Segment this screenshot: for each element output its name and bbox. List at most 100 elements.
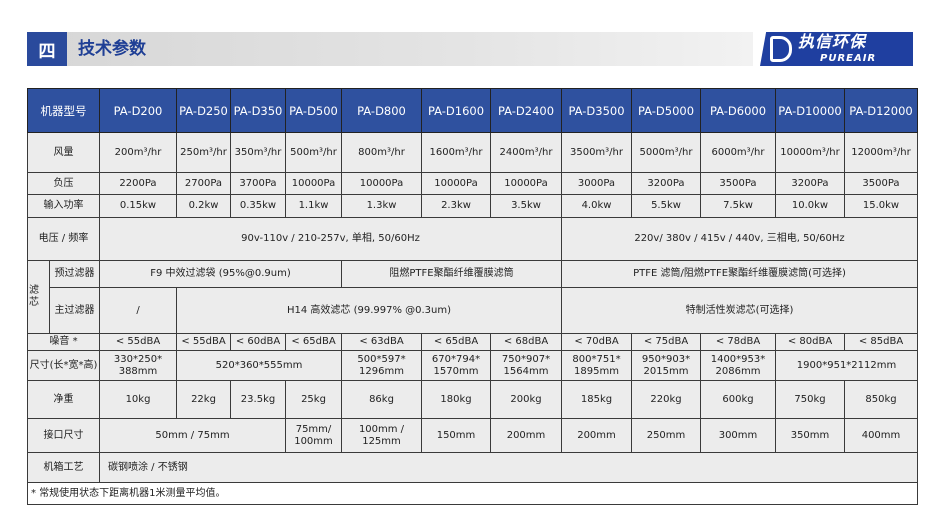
table-row: 尺寸(长*宽*高) 330*250* 388mm 520*360*555mm 500*… <box>27 350 918 381</box>
row-label: 风量 <box>27 132 100 173</box>
table-cell: 200m³/hr <box>99 132 177 173</box>
model-header: PA-D250 <box>176 88 231 133</box>
table-row: 噪音 * < 55dBA < 55dBA < 60dBA < 65dBA < 63dBA <… <box>27 333 918 351</box>
table-cell: 10000Pa <box>490 172 562 195</box>
table-cell: 15.0kw <box>844 194 918 218</box>
table-row: 接口尺寸 50mm / 75mm 75mm/ 100mm 100mm / 125mm 1… <box>27 418 918 453</box>
table-cell: 200kg <box>490 380 562 419</box>
table-cell: 25kg <box>285 380 342 419</box>
table-cell: 23.5kg <box>230 380 286 419</box>
model-header: PA-D10000 <box>775 88 845 133</box>
row-label: 主过滤器 <box>49 287 100 334</box>
header-label: 机器型号 <box>27 88 100 133</box>
table-cell: 220kg <box>631 380 701 419</box>
table-cell: 6000m³/hr <box>700 132 776 173</box>
table-cell: 200mm <box>490 418 562 453</box>
table-cell: 5.5kw <box>631 194 701 218</box>
table-cell: 750kg <box>775 380 845 419</box>
section-title: 技术参数 <box>78 39 146 59</box>
table-cell: < 60dBA <box>230 333 286 351</box>
table-header-row: 机器型号 PA-D200 PA-D250 PA-D350 PA-D500 PA-D800 P… <box>27 88 918 133</box>
table-cell: 850kg <box>844 380 918 419</box>
table-cell: 阻燃PTFE聚酯纤维覆膜滤筒 <box>341 260 562 288</box>
table-cell: / <box>99 287 177 334</box>
table-cell: 75mm/ 100mm <box>285 418 342 453</box>
section-title-bar <box>27 32 753 66</box>
table-cell: 520*360*555mm <box>176 350 342 381</box>
table-cell: 0.15kw <box>99 194 177 218</box>
table-cell: 10000m³/hr <box>775 132 845 173</box>
table-cell: < 78dBA <box>700 333 776 351</box>
table-cell: < 55dBA <box>99 333 177 351</box>
table-cell: 800m³/hr <box>341 132 422 173</box>
table-cell: 200mm <box>561 418 632 453</box>
table-cell: 1900*951*2112mm <box>775 350 918 381</box>
logo-p-icon <box>770 36 792 62</box>
table-row: 滤芯 预过滤器 F9 中效过滤袋 (95%@0.9um) 阻燃PTFE聚酯纤维覆膜滤筒… <box>27 260 918 334</box>
model-header: PA-D1600 <box>421 88 491 133</box>
table-cell: 350mm <box>775 418 845 453</box>
table-cell: 3.5kw <box>490 194 562 218</box>
table-cell: 1.1kw <box>285 194 342 218</box>
table-cell: 3200Pa <box>631 172 701 195</box>
section-number: 四 <box>27 32 67 66</box>
model-header: PA-D12000 <box>844 88 918 133</box>
table-row: 电压 / 频率 90v-110v / 210-257v, 单相, 50/60Hz 2… <box>27 217 918 261</box>
table-cell: 750*907* 1564mm <box>490 350 562 381</box>
table-cell: 185kg <box>561 380 632 419</box>
table-cell: 330*250* 388mm <box>99 350 177 381</box>
table-cell: 4.0kw <box>561 194 632 218</box>
model-header: PA-D500 <box>285 88 342 133</box>
table-cell: 22kg <box>176 380 231 419</box>
table-cell: 180kg <box>421 380 491 419</box>
table-cell: 10kg <box>99 380 177 419</box>
table-cell: 0.2kw <box>176 194 231 218</box>
table-cell: 1600m³/hr <box>421 132 491 173</box>
table-cell: 2.3kw <box>421 194 491 218</box>
table-cell: 碳钢喷涂 / 不锈钢 <box>99 452 918 483</box>
row-group-label: 滤芯 <box>27 260 50 334</box>
row-label: 尺寸(长*宽*高) <box>27 350 100 381</box>
table-cell: 400mm <box>844 418 918 453</box>
model-header: PA-D200 <box>99 88 177 133</box>
row-label: 负压 <box>27 172 100 195</box>
table-cell: 10.0kw <box>775 194 845 218</box>
spec-table: 机器型号 PA-D200 PA-D250 PA-D350 PA-D500 PA-D800 P… <box>27 88 918 505</box>
table-cell: 10000Pa <box>421 172 491 195</box>
table-cell: < 80dBA <box>775 333 845 351</box>
table-cell: 0.35kw <box>230 194 286 218</box>
table-cell: 10000Pa <box>341 172 422 195</box>
table-cell: 86kg <box>341 380 422 419</box>
brand-logo: 执信环保 PUREAIR <box>760 32 913 66</box>
table-cell: 3500Pa <box>700 172 776 195</box>
table-cell: 300mm <box>700 418 776 453</box>
table-cell: 3700Pa <box>230 172 286 195</box>
table-cell: 150mm <box>421 418 491 453</box>
table-row: 净重 10kg 22kg 23.5kg 25kg 86kg 180kg 200kg 185kg 2… <box>27 380 918 419</box>
table-cell: 800*751* 1895mm <box>561 350 632 381</box>
table-cell: 50mm / 75mm <box>99 418 286 453</box>
row-label: 机箱工艺 <box>27 452 100 483</box>
model-header: PA-D5000 <box>631 88 701 133</box>
table-cell: < 63dBA <box>341 333 422 351</box>
table-cell: 1.3kw <box>341 194 422 218</box>
table-cell: H14 高效滤芯 (99.997% @0.3um) <box>176 287 562 334</box>
table-row: 输入功率 0.15kw 0.2kw 0.35kw 1.1kw 1.3kw 2.3kw 3.5k… <box>27 194 918 218</box>
table-cell: 3500Pa <box>844 172 918 195</box>
table-cell: 250m³/hr <box>176 132 231 173</box>
table-cell: 950*903* 2015mm <box>631 350 701 381</box>
table-cell: 2400m³/hr <box>490 132 562 173</box>
row-label: 噪音 * <box>27 333 100 351</box>
table-cell: 12000m³/hr <box>844 132 918 173</box>
row-label: 接口尺寸 <box>27 418 100 453</box>
table-cell: 3000Pa <box>561 172 632 195</box>
table-cell: 250mm <box>631 418 701 453</box>
table-cell: 500*597* 1296mm <box>341 350 422 381</box>
table-row: 负压 2200Pa 2700Pa 3700Pa 10000Pa 10000Pa 10000P… <box>27 172 918 195</box>
table-cell: F9 中效过滤袋 (95%@0.9um) <box>99 260 342 288</box>
table-cell: < 75dBA <box>631 333 701 351</box>
table-cell: 500m³/hr <box>285 132 342 173</box>
model-header: PA-D3500 <box>561 88 632 133</box>
logo-en-text: PUREAIR <box>820 53 877 64</box>
table-cell: < 68dBA <box>490 333 562 351</box>
